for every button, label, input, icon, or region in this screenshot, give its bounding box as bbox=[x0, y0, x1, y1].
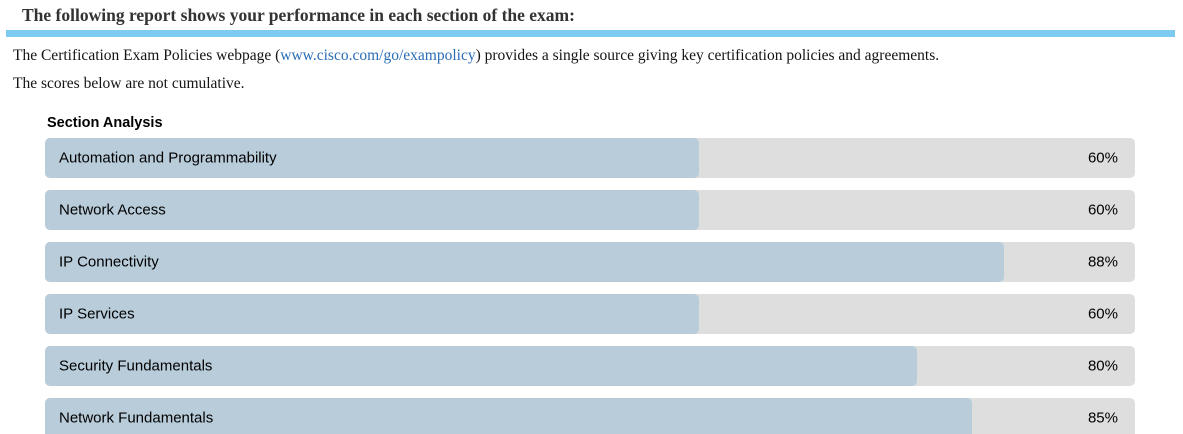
bar-list: Automation and Programmability 60% Netwo… bbox=[45, 138, 1135, 434]
section-bar-row: Network Access 60% bbox=[45, 190, 1135, 230]
section-label: Network Fundamentals bbox=[59, 409, 214, 427]
header-divider bbox=[6, 30, 1175, 37]
section-score: 85% bbox=[1087, 409, 1118, 427]
policy-text-after: ) provides a single source giving key ce… bbox=[475, 47, 940, 64]
section-score: 60% bbox=[1087, 201, 1118, 219]
section-score: 60% bbox=[1087, 149, 1118, 167]
policy-line: The Certification Exam Policies webpage … bbox=[0, 37, 1183, 65]
section-analysis-chart: Section Analysis Automation and Programm… bbox=[0, 93, 1183, 434]
section-bar-row: Security Fundamentals 80% bbox=[45, 346, 1135, 386]
section-label: Security Fundamentals bbox=[59, 357, 213, 375]
section-label: Network Access bbox=[59, 201, 166, 219]
section-bar-fill bbox=[45, 242, 1005, 282]
section-analysis-title: Section Analysis bbox=[47, 115, 163, 131]
section-label: IP Services bbox=[59, 305, 135, 323]
section-label: IP Connectivity bbox=[59, 253, 159, 271]
section-bar-row: Network Fundamentals 85% bbox=[45, 398, 1135, 434]
section-bar-row: IP Services 60% bbox=[45, 294, 1135, 334]
section-bar-row: IP Connectivity 88% bbox=[45, 242, 1135, 282]
section-bar-row: Automation and Programmability 60% bbox=[45, 138, 1135, 178]
report-title: The following report shows your performa… bbox=[22, 5, 575, 25]
section-score: 60% bbox=[1087, 305, 1118, 323]
section-bar-fill bbox=[45, 190, 699, 230]
section-score: 88% bbox=[1087, 253, 1118, 271]
exam-policy-link[interactable]: www.cisco.com/go/exampolicy bbox=[280, 47, 476, 64]
cumulative-note: The scores below are not cumulative. bbox=[13, 75, 245, 92]
section-bar-fill bbox=[45, 294, 699, 334]
section-bar-fill bbox=[45, 346, 917, 386]
section-bar-fill bbox=[45, 138, 699, 178]
policy-text-before: The Certification Exam Policies webpage … bbox=[13, 47, 281, 64]
section-label: Automation and Programmability bbox=[59, 149, 277, 167]
section-bar-fill bbox=[45, 398, 972, 434]
section-score: 80% bbox=[1087, 357, 1118, 375]
